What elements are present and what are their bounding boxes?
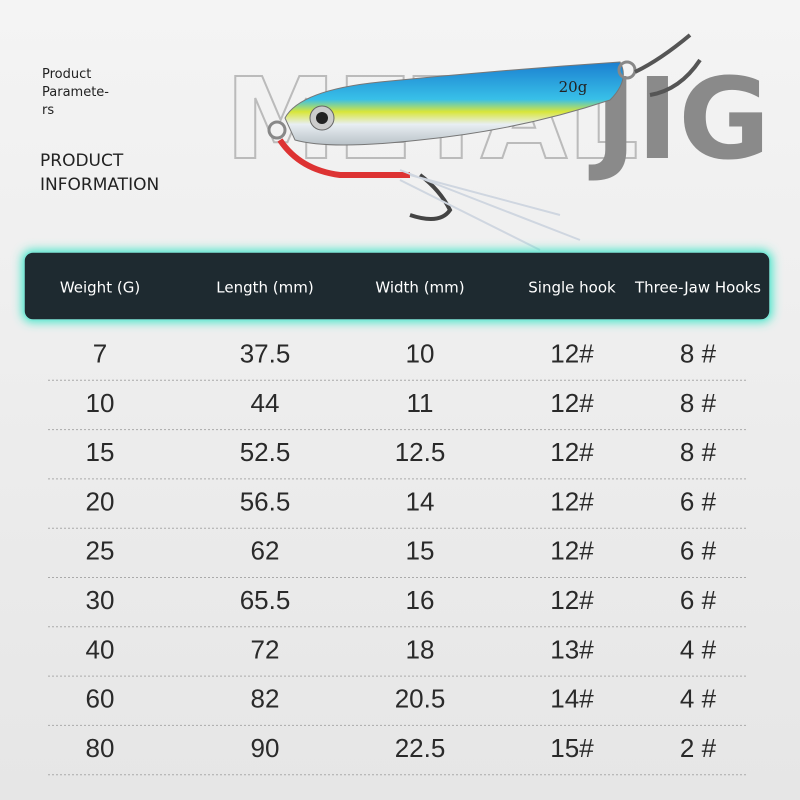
- cell: 62: [251, 536, 280, 566]
- header-cell: Weight (G): [60, 279, 140, 297]
- cell: 10: [86, 388, 115, 418]
- cell: 65.5: [240, 585, 291, 615]
- intro-heading: PRODUCT: [40, 151, 124, 171]
- cell: 15#: [550, 733, 594, 763]
- cell: 15: [86, 437, 115, 467]
- lure: 20g: [267, 33, 702, 251]
- intro-line: Paramete-: [42, 85, 109, 100]
- lure-label: 20g: [559, 78, 588, 96]
- cell: 8 #: [680, 388, 717, 418]
- cell: 6 #: [680, 536, 717, 566]
- cell: 8 #: [680, 437, 717, 467]
- cell: 44: [251, 388, 280, 418]
- cell: 25: [86, 536, 115, 566]
- cell: 60: [86, 684, 115, 714]
- cell: 12#: [550, 388, 594, 418]
- table-header: [23, 251, 771, 321]
- cell: 72: [251, 634, 280, 664]
- cell: 13#: [550, 634, 594, 664]
- cell: 12#: [550, 536, 594, 566]
- table: Weight (G) Length (mm) Width (mm) Single ho…: [48, 279, 761, 776]
- cell: 10: [406, 339, 435, 369]
- cell: 22.5: [395, 733, 446, 763]
- cell: 37.5: [240, 339, 291, 369]
- cell: 18: [406, 634, 435, 664]
- intro-heading: INFORMATION: [40, 175, 159, 195]
- cell: 52.5: [240, 437, 291, 467]
- intro-line: Product: [42, 67, 91, 82]
- cell: 8 #: [680, 339, 717, 369]
- cell: 2 #: [680, 733, 717, 763]
- cell: 7: [93, 339, 107, 369]
- cell: 80: [86, 733, 115, 763]
- cell: 20: [86, 486, 115, 516]
- cell: 90: [251, 733, 280, 763]
- cell: 12#: [550, 339, 594, 369]
- cell: 6 #: [680, 585, 717, 615]
- cell: 6 #: [680, 486, 717, 516]
- cell: 11: [407, 388, 434, 418]
- cell: 16: [406, 585, 435, 615]
- header-cell: Single hook: [528, 279, 616, 297]
- cell: 12.5: [395, 437, 446, 467]
- cell: 12#: [550, 585, 594, 615]
- cell: 30: [86, 585, 115, 615]
- cell: 4 #: [680, 634, 717, 664]
- cell: 20.5: [395, 684, 446, 714]
- cell: 12#: [550, 486, 594, 516]
- cell: 12#: [550, 437, 594, 467]
- cell: 82: [251, 684, 280, 714]
- cell: 40: [86, 634, 115, 664]
- cell: 4 #: [680, 684, 717, 714]
- cell: 15: [406, 536, 435, 566]
- header-cell: Three-Jaw Hooks: [634, 279, 761, 297]
- header-cell: Width (mm): [375, 279, 464, 297]
- cell: 14: [406, 486, 435, 516]
- cell: 14#: [550, 684, 594, 714]
- header-cell: Length (mm): [216, 279, 313, 297]
- intro-line: rs: [42, 103, 54, 118]
- cell: 56.5: [240, 486, 291, 516]
